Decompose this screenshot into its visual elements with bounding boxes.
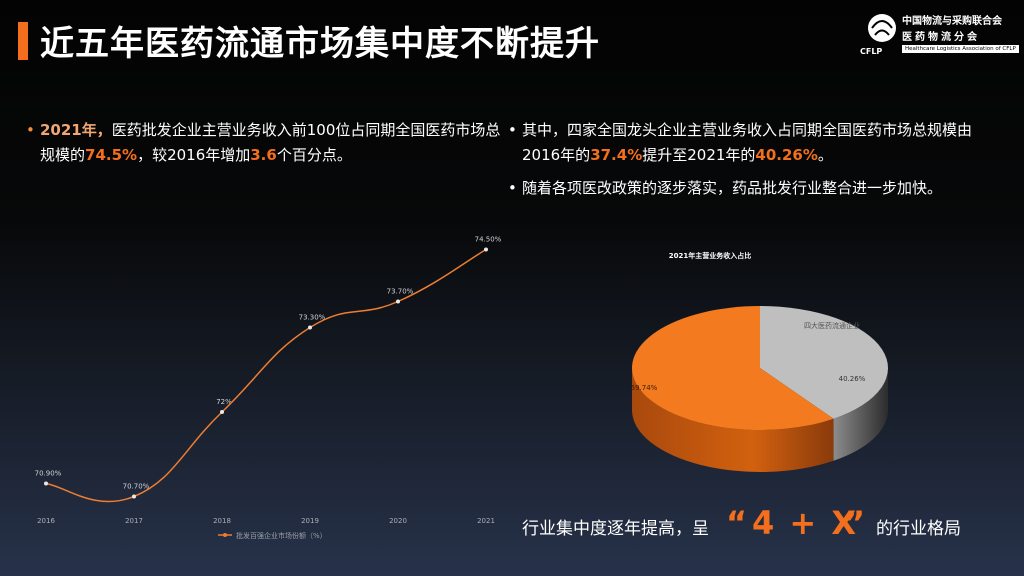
pie-slice [760, 306, 888, 419]
line-chart-x-tick-label: 2020 [389, 517, 407, 525]
line-chart-x-tick-label: 2018 [213, 517, 231, 525]
logo-branch-name: 医药物流分会 [902, 32, 980, 43]
line-chart-data-label: 70.90% [35, 470, 62, 478]
summary-statement: 行业集中度逐年提高，呈 “ 4 + X ” 的行业格局 [522, 500, 1002, 550]
left-bullet-list: 2021年，医药批发企业主营业务收入前100位占同期全国医药市场总规模的74.5… [26, 118, 504, 176]
summary-close-quote: ” [844, 504, 866, 542]
bullet-text: 提升至2021年的 [642, 146, 756, 164]
line-chart-data-label: 74.50% [475, 236, 502, 244]
line-chart-point [220, 410, 224, 414]
bullet-text: 医药批发企业主营业务收入前100位占同期全国医药市场总规模的 [40, 121, 501, 164]
line-chart-points [44, 247, 488, 499]
line-chart-x-tick-label: 2017 [125, 517, 143, 525]
line-chart-x-tick-label: 2021 [477, 517, 495, 525]
line-chart-data-labels: 70.90% 70.70% 72% 73.30% 73.70% 74.50% [35, 236, 502, 491]
summary-emphasis: 4 + X [752, 504, 859, 542]
logo-mark-text: CFLP [860, 47, 882, 56]
cflp-logo-mark-icon: CFLP [860, 14, 896, 56]
summary-text-end: 的行业格局 [876, 519, 961, 539]
line-chart-point [484, 247, 488, 252]
line-chart-x-tick-label: 2016 [37, 517, 55, 525]
pie-slice-value-label: 59.74% [631, 384, 658, 392]
bullet-highlight-value: 37.4% [590, 146, 643, 164]
line-chart-x-tick-label: 2019 [301, 517, 319, 525]
logo-org-name: 中国物流与采购联合会 [902, 16, 1002, 27]
right-bullet-list: 其中，四家全国龙头企业主营业务收入占同期全国医药市场总规模由2016年的37.4… [508, 118, 1008, 209]
bullet-highlight-value: 3.6 [250, 146, 277, 164]
bullet-text: 随着各项医改政策的逐步落实，药品批发行业整合进一步加快。 [522, 179, 943, 197]
right-bullet-item: 随着各项医改政策的逐步落实，药品批发行业整合进一步加快。 [508, 176, 1008, 201]
market-share-line-chart: 70.90%70.70%72%73.30%73.70%74.50% 2016 20… [35, 236, 502, 541]
pie-chart-title: 2021年主营业务收入占比 [669, 251, 751, 260]
bullet-text: 其中，四家全国龙头企业主营业务收入占同期全国医药市场总规模由2016年的 [522, 121, 973, 164]
legend-point-marker [223, 533, 227, 537]
left-bullet-item: 2021年，医药批发企业主营业务收入前100位占同期全国医药市场总规模的74.5… [26, 118, 504, 168]
pie-slice-sides [632, 368, 888, 472]
line-chart-legend: 批发百强企业市场份额（%） [218, 531, 327, 540]
line-chart-data-label: 72% [216, 398, 232, 406]
line-chart-data-label: 73.30% [299, 314, 326, 322]
line-chart-point [396, 299, 400, 304]
line-chart-series-line [45, 248, 487, 503]
bullet-text: 个百分点。 [276, 146, 352, 164]
revenue-share-pie-chart: 2021年主营业务收入占比 40.26% 四大医药流通企业 59.74% [631, 251, 888, 472]
line-chart-data-label: 70.70% [123, 483, 150, 491]
bullet-highlight-value: 74.5% [85, 146, 138, 164]
cflp-logo: CFLP 中国物流与采购联合会 医药物流分会 Healthcare Logist… [858, 8, 1019, 60]
pie-slice-name-label: 四大医药流通企业 [804, 321, 860, 330]
title-accent-bar [18, 22, 28, 60]
right-bullet-item: 其中，四家全国龙头企业主营业务收入占同期全国医药市场总规模由2016年的37.4… [508, 118, 1008, 168]
line-chart-x-tick-labels: 2016 2017 2018 2019 2020 2021 [37, 517, 495, 525]
pie-slice-value-label: 40.26% [839, 375, 866, 383]
legend-label: 批发百强企业市场份额（%） [236, 531, 327, 540]
pie-slice-labels: 40.26% 四大医药流通企业 59.74% [631, 321, 866, 392]
summary-text: 行业集中度逐年提高，呈 [522, 519, 709, 539]
logo-english-name: Healthcare Logistics Association of CFLP [902, 45, 1019, 53]
pie-slice-tops [632, 306, 888, 430]
pie-slice-side [632, 368, 834, 472]
pie-slice-side [833, 368, 888, 461]
line-chart-data-label: 73.70% [387, 288, 414, 296]
line-chart-point [132, 494, 136, 499]
summary-open-quote: “ [726, 504, 748, 542]
pie-slice [632, 306, 834, 430]
bullet-text: ，较2016年增加 [137, 146, 251, 164]
bullet-year: 2021年， [40, 121, 112, 139]
bullet-highlight-value: 40.26% [755, 146, 818, 164]
bullet-text: 。 [817, 146, 833, 164]
line-chart-point [44, 481, 48, 486]
page-title: 近五年医药流通市场集中度不断提升 [40, 24, 600, 64]
line-chart-point [308, 325, 312, 330]
